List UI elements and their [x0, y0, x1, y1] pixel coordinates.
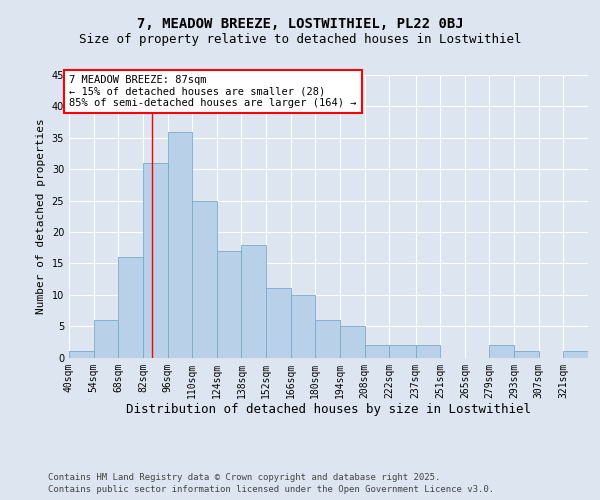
Bar	[316, 320, 340, 358]
Bar	[167, 132, 192, 358]
Bar	[143, 163, 167, 358]
Bar	[389, 345, 416, 358]
Bar	[266, 288, 290, 358]
Bar	[118, 257, 143, 358]
Text: Contains HM Land Registry data © Crown copyright and database right 2025.: Contains HM Land Registry data © Crown c…	[48, 472, 440, 482]
Bar	[241, 244, 266, 358]
Bar	[340, 326, 365, 358]
Bar	[217, 251, 241, 358]
Y-axis label: Number of detached properties: Number of detached properties	[36, 118, 46, 314]
Bar	[365, 345, 389, 358]
Bar	[490, 345, 514, 358]
Text: 7, MEADOW BREEZE, LOSTWITHIEL, PL22 0BJ: 7, MEADOW BREEZE, LOSTWITHIEL, PL22 0BJ	[137, 18, 463, 32]
Text: Contains public sector information licensed under the Open Government Licence v3: Contains public sector information licen…	[48, 485, 494, 494]
Bar	[290, 294, 316, 358]
Bar	[69, 351, 94, 358]
Bar	[563, 351, 588, 358]
Text: Size of property relative to detached houses in Lostwithiel: Size of property relative to detached ho…	[79, 32, 521, 46]
Text: 7 MEADOW BREEZE: 87sqm
← 15% of detached houses are smaller (28)
85% of semi-det: 7 MEADOW BREEZE: 87sqm ← 15% of detached…	[69, 75, 356, 108]
Bar	[416, 345, 440, 358]
X-axis label: Distribution of detached houses by size in Lostwithiel: Distribution of detached houses by size …	[126, 403, 531, 416]
Bar	[514, 351, 539, 358]
Bar	[192, 200, 217, 358]
Bar	[94, 320, 118, 358]
